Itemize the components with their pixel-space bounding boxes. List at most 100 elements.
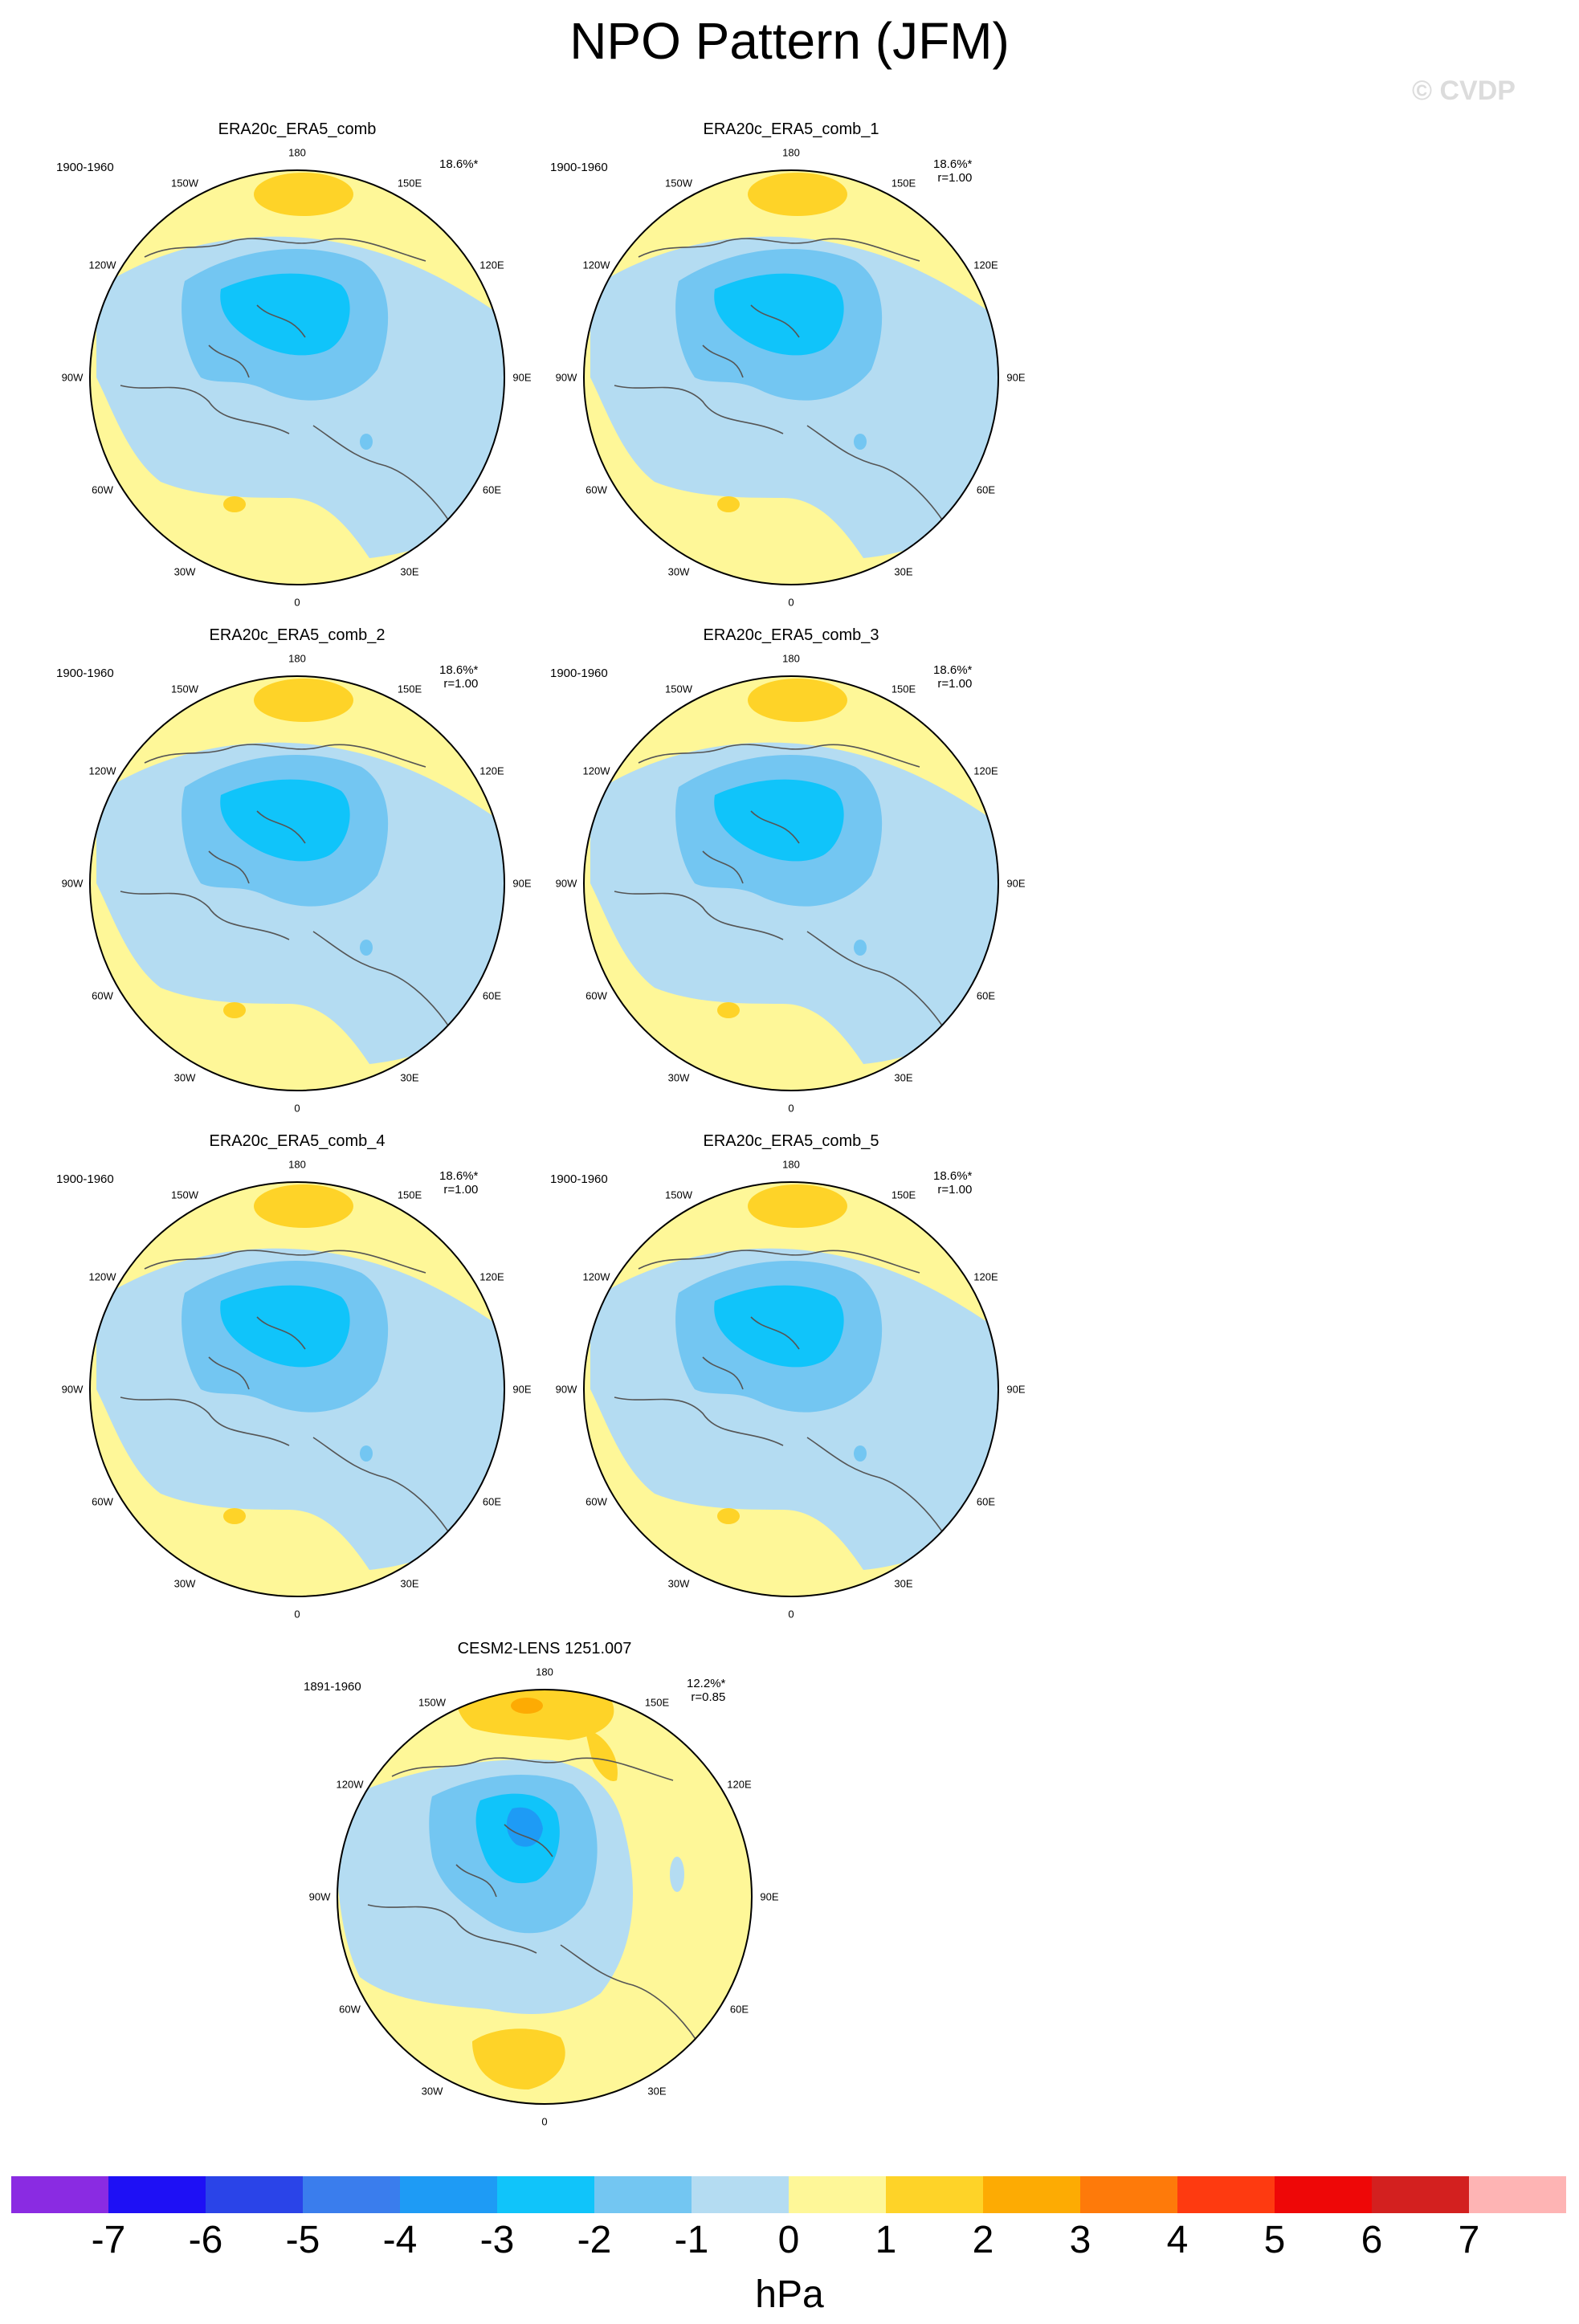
longitude-label: 120E	[973, 259, 998, 271]
colorbar-tick-label: 6	[1361, 2219, 1383, 2261]
longitude-label: 150W	[171, 1189, 198, 1201]
longitude-label: 150W	[171, 683, 198, 695]
longitude-label: 60E	[482, 1495, 502, 1508]
longitude-label: 150E	[891, 177, 916, 189]
coastlines	[120, 238, 451, 523]
longitude-label: 90W	[555, 371, 577, 384]
longitude-label: 180	[288, 652, 306, 665]
positive-anomaly-2hpa-north	[254, 173, 353, 216]
panel-years: 1900-1960	[56, 161, 114, 174]
longitude-label: 60W	[92, 1495, 113, 1508]
longitude-label: 30E	[894, 565, 913, 578]
longitude-label: 120E	[973, 1270, 998, 1283]
longitude-label: 60W	[585, 989, 607, 1002]
colorbar-swatch	[303, 2176, 400, 2213]
colorbar-swatch	[1080, 2176, 1177, 2213]
longitude-label: 180	[782, 1158, 800, 1171]
longitude-label: 30W	[173, 1577, 196, 1590]
colorbar-swatch	[692, 2176, 789, 2213]
map-border	[89, 675, 505, 1091]
variance-explained: 18.6%*	[933, 1169, 973, 1183]
longitude-label: 90W	[308, 1890, 331, 1903]
panel-title: ERA20c_ERA5_comb_1	[703, 120, 879, 138]
longitude-label: 0	[294, 1102, 300, 1115]
longitude-label: 0	[294, 1608, 300, 1621]
longitude-label: 150E	[397, 177, 422, 189]
colorbar-tick-label: 1	[875, 2219, 897, 2261]
longitude-label: 60W	[585, 1495, 607, 1508]
panel-stats: 18.6%* r=1.00	[439, 1169, 478, 1197]
longitude-label: 60E	[729, 2003, 749, 2016]
longitude-label: 120E	[479, 764, 504, 777]
longitude-label: 120W	[88, 764, 116, 777]
longitude-label: 90E	[1006, 1383, 1026, 1396]
longitude-label: 150E	[891, 683, 916, 695]
longitude-label: 60W	[92, 989, 113, 1002]
longitude-label: 180	[536, 1666, 553, 1678]
polar-map	[89, 1181, 505, 1597]
positive-anomaly-2hpa-north	[254, 679, 353, 722]
map-border	[583, 1181, 999, 1597]
longitude-label: 0	[788, 1608, 794, 1621]
colorbar-tick-label: 3	[1069, 2219, 1091, 2261]
longitude-label: 30W	[667, 565, 690, 578]
colorbar-tick-label: 7	[1458, 2219, 1480, 2261]
map-border	[89, 169, 505, 585]
colorbar-swatch	[497, 2176, 594, 2213]
caspian-anomaly	[854, 940, 867, 956]
colorbar-swatch	[108, 2176, 206, 2213]
pattern-correlation: r=1.00	[443, 1183, 479, 1197]
variance-explained: 18.6%*	[933, 157, 973, 171]
longitude-label: 120W	[582, 259, 610, 271]
positive-anomaly-2hpa-atlantic	[717, 1002, 740, 1018]
longitude-label: 30E	[647, 2085, 667, 2098]
longitude-label: 0	[788, 1102, 794, 1115]
negative-anomaly-4hpa	[506, 1807, 543, 1847]
longitude-label: 60E	[976, 483, 996, 496]
colorbar-tick-label: -1	[674, 2219, 709, 2261]
longitude-label: 30E	[894, 1577, 913, 1590]
longitude-label: 150E	[891, 1189, 916, 1201]
map-panel: ERA20c_ERA5_comb_4 1900-1960 18.6%* r=1.00 1…	[48, 1132, 546, 1630]
map-panel: ERA20c_ERA5_comb_1 1900-1960 18.6%* r=1.00 1…	[542, 120, 1040, 618]
colorbar-tick-label: -3	[479, 2219, 515, 2261]
longitude-label: 90W	[555, 877, 577, 890]
panel-stats: 18.6%* r=1.00	[933, 157, 972, 185]
longitude-label: 60E	[482, 483, 502, 496]
negative-anomaly-3hpa	[220, 273, 350, 356]
positive-anomaly-2hpa-atlantic	[717, 496, 740, 512]
longitude-label: 150E	[397, 683, 422, 695]
positive-anomaly-3hpa-north	[511, 1698, 543, 1714]
panel-stats: 18.6%* r=1.00	[439, 663, 478, 691]
colorbar-swatch	[886, 2176, 983, 2213]
caspian-anomaly	[360, 434, 373, 450]
longitude-label: 0	[541, 2115, 548, 2128]
longitude-label: 60W	[92, 483, 113, 496]
positive-anomaly-2hpa-atlantic	[717, 1508, 740, 1524]
negative-anomaly-3hpa	[220, 1285, 350, 1368]
panel-stats: 18.6%*	[439, 157, 478, 171]
longitude-label: 180	[288, 1158, 306, 1171]
longitude-label: 120E	[973, 764, 998, 777]
polar-map	[89, 675, 505, 1091]
colorbar	[11, 2176, 1566, 2213]
map-panel: ERA20c_ERA5_comb 1900-1960 18.6%* 180 150E 12…	[48, 120, 546, 618]
longitude-label: 90E	[760, 1890, 779, 1903]
map-panel: ERA20c_ERA5_comb_5 1900-1960 18.6%* r=1.00 1…	[542, 1132, 1040, 1630]
longitude-label: 120E	[479, 259, 504, 271]
panel-years: 1900-1960	[550, 667, 608, 680]
colorbar-swatch	[594, 2176, 692, 2213]
longitude-label: 30W	[173, 565, 196, 578]
panel-stats: 18.6%* r=1.00	[933, 663, 972, 691]
polar-map	[89, 169, 505, 585]
positive-anomaly-2hpa-north	[748, 679, 847, 722]
colorbar-tick-label: 5	[1263, 2219, 1286, 2261]
colorbar-swatch	[11, 2176, 108, 2213]
variance-explained: 18.6%*	[439, 157, 479, 171]
pattern-correlation: r=1.00	[937, 171, 973, 185]
longitude-label: 0	[294, 596, 300, 609]
longitude-label: 30E	[400, 1577, 419, 1590]
longitude-label: 150W	[665, 683, 692, 695]
map-panel: CESM2-LENS 1251.007 1891-1960 12.2%* r=0.85…	[296, 1640, 794, 2138]
pattern-correlation: r=1.00	[937, 677, 973, 691]
